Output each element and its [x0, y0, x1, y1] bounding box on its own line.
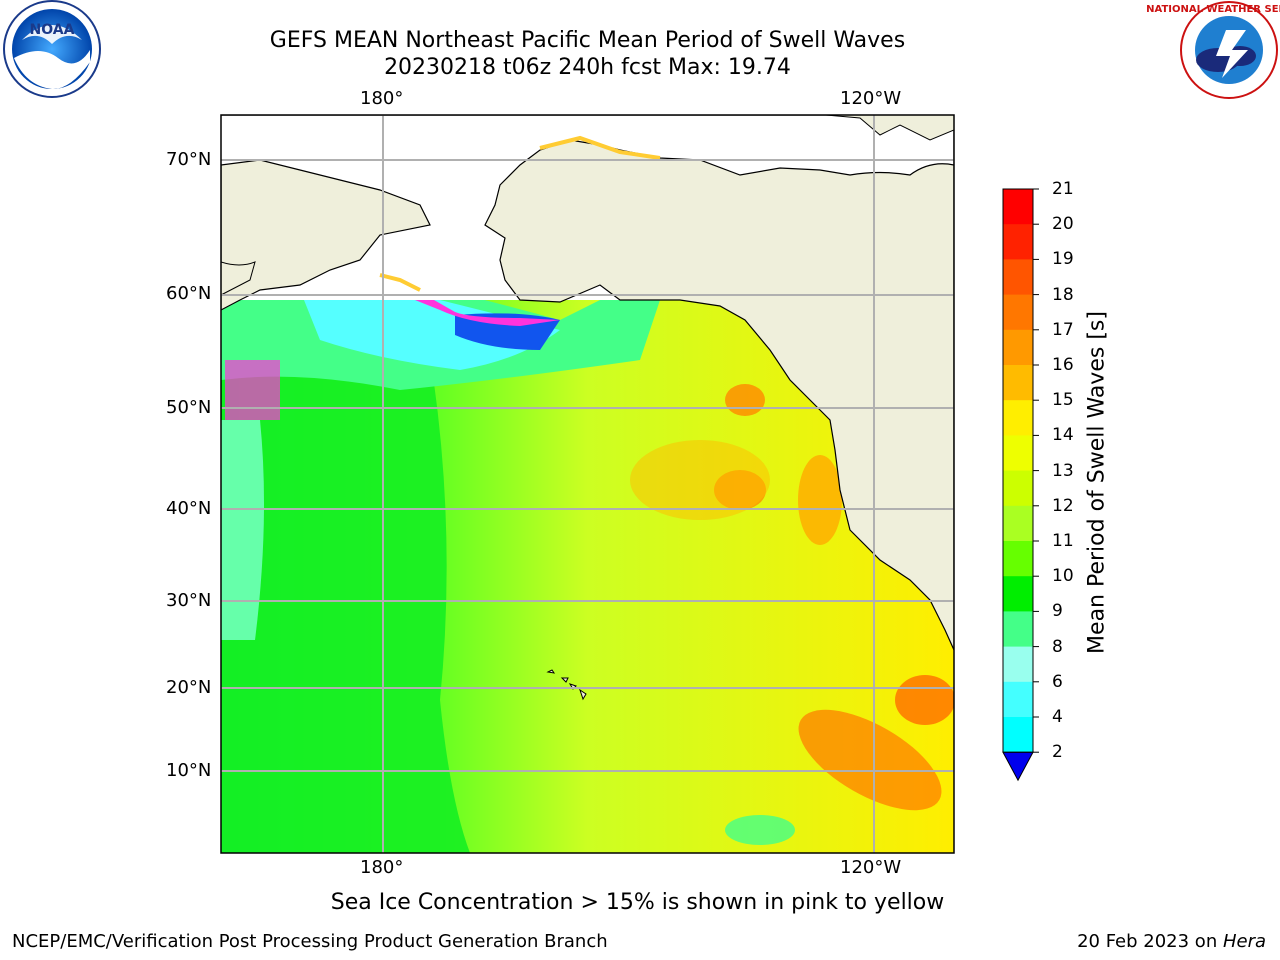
- colorbar-tick-label: 8: [1052, 636, 1063, 657]
- colorbar-tick-label: 12: [1052, 495, 1074, 516]
- colorbar-segment: [1003, 189, 1033, 225]
- colorbar-segment: [1003, 646, 1033, 683]
- colorbar-tick-label: 11: [1052, 531, 1074, 551]
- colorbar-segment: [1003, 435, 1033, 472]
- colorbar-segment: [1003, 717, 1033, 753]
- footer-date-text: 20 Feb 2023 on: [1077, 931, 1223, 952]
- colorbar-segment: [1003, 365, 1033, 401]
- colorbar-segment: [1003, 470, 1033, 507]
- sea-ice-note: Sea Ice Concentration > 15% is shown in …: [330, 890, 945, 915]
- lat-label-20n: 20°N: [166, 677, 212, 698]
- lon-label-bottom-120w: 120°W: [840, 857, 902, 878]
- lat-label-30n: 30°N: [166, 590, 212, 611]
- colorbar-tick-label: 19: [1052, 249, 1074, 270]
- colorbar-tick-label: 4: [1052, 707, 1063, 727]
- colorbar-tick-label: 13: [1052, 460, 1074, 481]
- colorbar-segment: [1003, 505, 1033, 542]
- colorbar-tick-label: 10: [1052, 566, 1074, 587]
- footer-date: 20 Feb 2023 on Hera: [1077, 931, 1266, 952]
- footer-host: Hera: [1222, 931, 1266, 952]
- colorbar-tick-label: 15: [1052, 390, 1074, 411]
- map-title: GEFS MEAN Northeast Pacific Mean Period …: [269, 28, 906, 53]
- lat-label-10n: 10°N: [166, 760, 212, 781]
- lat-label-40n: 40°N: [166, 498, 212, 519]
- colorbar-segment: [1003, 400, 1033, 436]
- footer-credit: NCEP/EMC/Verification Post Processing Pr…: [12, 931, 608, 952]
- colorbar-tick-label: 21: [1052, 179, 1074, 199]
- colorbar-tick-label: 20: [1052, 214, 1074, 235]
- colorbar-segment: [1003, 681, 1033, 718]
- colorbar-tick-label: 9: [1052, 601, 1063, 622]
- colorbar-segment: [1003, 541, 1033, 577]
- colorbar-segment: [1003, 576, 1033, 612]
- colorbar-segment: [1003, 259, 1033, 296]
- nws-logo: NATIONAL WEATHER SERVICE: [1146, 1, 1280, 99]
- colorbar-label: Mean Period of Swell Waves [s]: [1084, 311, 1110, 654]
- colorbar-tick-label: 17: [1052, 319, 1074, 340]
- lat-label-70n: 70°N: [166, 149, 212, 170]
- colorbar-tick-label: 2: [1052, 742, 1063, 763]
- colorbar-segment: [1003, 294, 1033, 331]
- colorbar-segment: [1003, 329, 1033, 366]
- lon-label-top-120w: 120°W: [840, 88, 902, 109]
- colorbar-tick-label: 6: [1052, 671, 1063, 692]
- lat-label-50n: 50°N: [166, 397, 212, 418]
- colorbar-segment: [1003, 224, 1033, 260]
- map-subtitle: 20230218 t06z 240h fcst Max: 19.74: [384, 55, 791, 80]
- colorbar-tick-label: 14: [1052, 425, 1074, 446]
- nws-logo-text: NATIONAL WEATHER SERVICE: [1146, 4, 1280, 15]
- colorbar-extend-triangle: [1002, 751, 1034, 782]
- noaa-logo: NOAA: [3, 0, 101, 98]
- lon-label-bottom-180: 180°: [360, 857, 404, 878]
- colorbar-tick-label: 18: [1052, 284, 1074, 305]
- colorbar-segment: [1003, 611, 1033, 648]
- lon-label-top-180: 180°: [360, 88, 404, 109]
- lat-label-60n: 60°N: [166, 283, 212, 304]
- map-frame: [220, 114, 955, 854]
- noaa-logo-text: NOAA: [30, 22, 75, 38]
- colorbar-tick-label: 16: [1052, 355, 1074, 375]
- swell-period-field: [221, 115, 954, 853]
- colorbar: [1002, 188, 1039, 782]
